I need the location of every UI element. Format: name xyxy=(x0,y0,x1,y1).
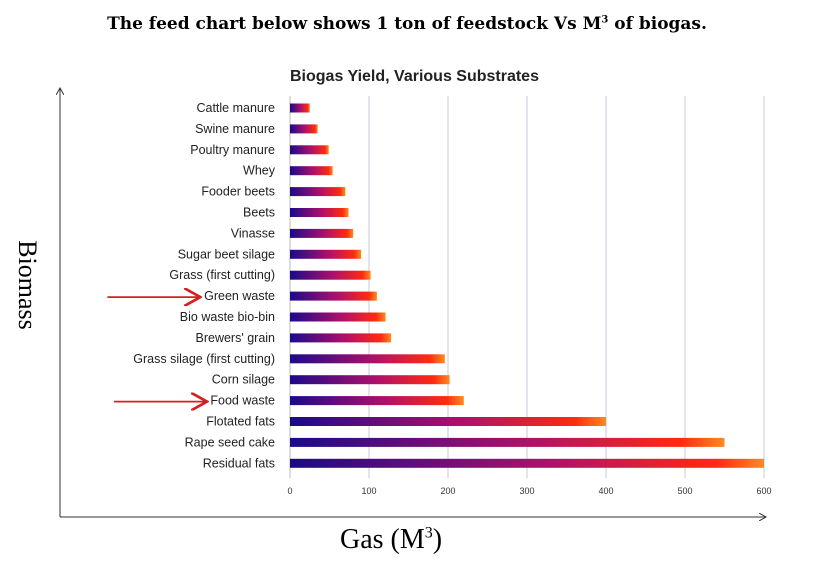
category-label: Swine manure xyxy=(195,122,275,136)
bar xyxy=(290,417,606,426)
x-tick-label: 400 xyxy=(598,486,613,496)
heading-suffix: of biogas. xyxy=(608,14,707,34)
x-label-sup: 3 xyxy=(424,524,433,542)
category-label: Poultry manure xyxy=(190,143,275,157)
bar xyxy=(290,354,445,364)
heading-text: The feed chart below shows 1 ton of feed… xyxy=(107,14,602,34)
bar xyxy=(290,145,329,155)
x-tick-label: 0 xyxy=(287,486,292,496)
x-tick-label: 600 xyxy=(756,486,771,496)
category-label: Bio waste bio-bin xyxy=(180,310,275,324)
category-label: Beets xyxy=(243,206,275,220)
category-label: Vinasse xyxy=(231,226,275,240)
heading-sup: 3 xyxy=(601,14,609,26)
bar xyxy=(290,228,354,238)
bar xyxy=(290,187,346,197)
category-label: Rape seed cake xyxy=(185,435,275,449)
category-label: Cattle manure xyxy=(196,101,275,115)
category-label: Residual fats xyxy=(203,456,275,470)
category-label: Grass (first cutting) xyxy=(169,268,275,282)
x-tick-label: 200 xyxy=(440,486,455,496)
x-label-text: Gas (M xyxy=(340,524,425,555)
bar xyxy=(290,270,371,280)
category-label: Grass silage (first cutting) xyxy=(133,352,275,366)
bar xyxy=(290,396,464,406)
chart-title: Biogas Yield, Various Substrates xyxy=(290,68,539,85)
bar xyxy=(290,312,386,322)
category-label: Fooder beets xyxy=(201,185,275,199)
bar xyxy=(290,103,310,113)
category-label: Green waste xyxy=(204,289,275,303)
category-label: Corn silage xyxy=(212,373,275,387)
bar xyxy=(290,291,377,301)
category-label: Flotated fats xyxy=(206,415,275,429)
bar xyxy=(290,437,725,447)
x-tick-label: 500 xyxy=(677,486,692,496)
bar xyxy=(290,249,362,259)
category-label: Food waste xyxy=(210,394,275,408)
bar xyxy=(290,166,333,176)
bar xyxy=(290,124,318,134)
x-label-suffix: ) xyxy=(432,524,443,555)
bar xyxy=(290,458,764,468)
x-tick-label: 300 xyxy=(519,486,534,496)
x-axis-label: Gas (M3) xyxy=(340,524,442,556)
category-label: Whey xyxy=(243,164,276,178)
bar xyxy=(290,333,392,343)
x-tick-label: 100 xyxy=(361,486,376,496)
bar xyxy=(290,375,450,385)
slide-heading: The feed chart below shows 1 ton of feed… xyxy=(0,14,814,34)
category-label: Brewers' grain xyxy=(196,331,276,345)
category-label: Sugar beet silage xyxy=(178,247,275,261)
bar xyxy=(290,208,349,217)
